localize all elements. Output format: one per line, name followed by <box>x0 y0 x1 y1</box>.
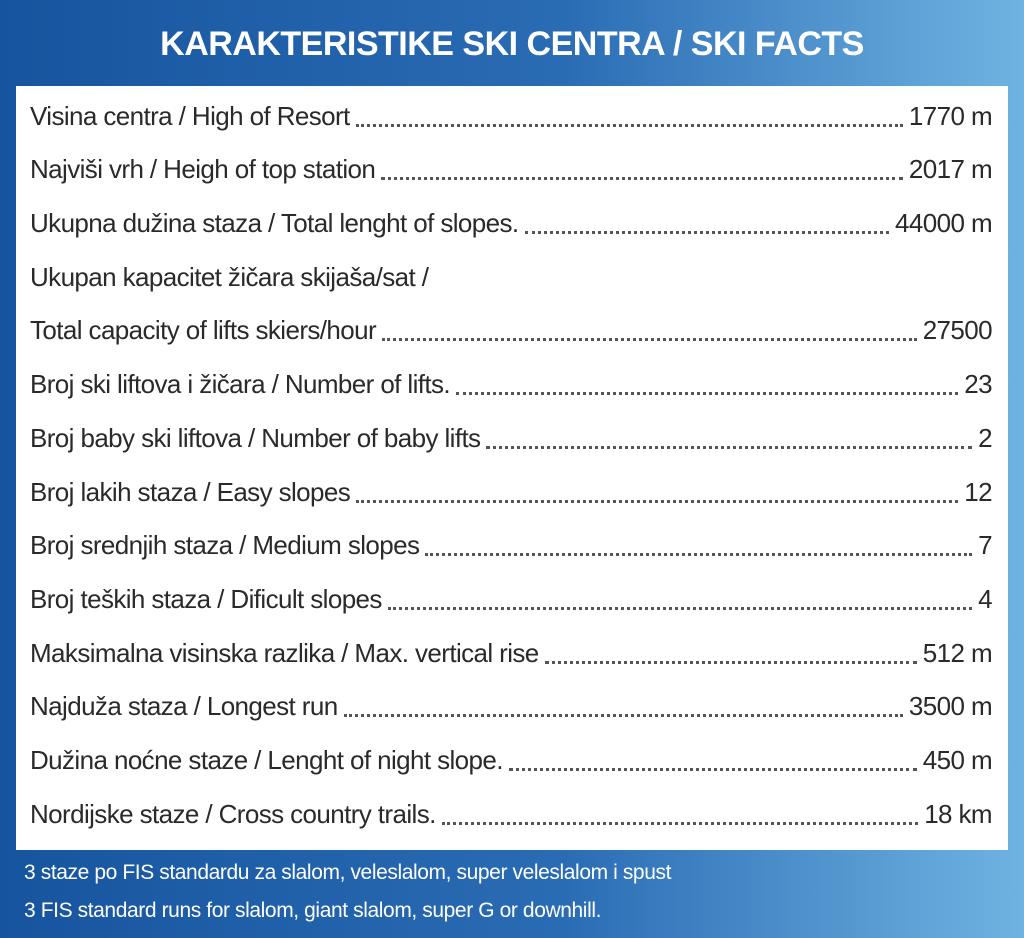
fact-label: Total capacity of lifts skiers/hour <box>30 315 377 346</box>
fact-row: Broj baby ski liftova / Number of baby l… <box>30 412 993 466</box>
fact-label: Ukupna dužina staza / Total lenght of sl… <box>30 208 519 239</box>
fact-row: Broj teških staza / Dificult slopes 4 <box>30 573 993 627</box>
fact-value: 3500 m <box>908 691 993 722</box>
leader-dots <box>441 821 919 825</box>
fact-row: Total capacity of lifts skiers/hour 27500 <box>30 305 993 359</box>
fact-row: Ukupan kapacitet žičara skijaša/sat / <box>30 251 992 305</box>
leader-dots <box>355 123 903 127</box>
footer: 3 staze po FIS standardu za slalom, vele… <box>24 854 671 930</box>
facts-table: Visina centra / High of Resort 1770 m Najv… <box>16 86 1008 850</box>
fact-value: 27500 <box>922 315 993 346</box>
fact-row: Maksimalna visinska razlika / Max. verti… <box>30 627 993 681</box>
fact-row: Nordijske staze / Cross country trails. 1… <box>30 788 993 842</box>
fact-label: Maksimalna visinska razlika / Max. verti… <box>30 637 539 668</box>
fact-row: Ukupna dužina staza / Total lenght of sl… <box>30 197 993 251</box>
leader-dots <box>387 606 973 610</box>
fact-value: 23 <box>964 369 992 400</box>
fact-value: 2017 m <box>908 154 993 185</box>
fact-value: 2 <box>978 422 992 453</box>
title: KARAKTERISTIKE SKI CENTRA / SKI FACTS <box>160 25 864 63</box>
fact-row: Najduža staza / Longest run 3500 m <box>30 681 993 735</box>
leader-dots <box>508 767 917 771</box>
fact-label: Visina centra / High of Resort <box>30 100 350 131</box>
leader-dots <box>486 445 973 449</box>
fact-label: Najduža staza / Longest run <box>30 691 338 722</box>
fact-value: 7 <box>978 530 992 561</box>
leader-dots <box>382 338 917 342</box>
fact-label: Broj srednjih staza / Medium slopes <box>30 530 420 561</box>
footer-line: 3 FIS standard runs for slalom, giant sl… <box>24 899 602 922</box>
fact-row: Dužina noćne staze / Lenght of night slo… <box>30 734 993 788</box>
leader-dots <box>356 499 959 503</box>
leader-dots <box>381 177 903 181</box>
footer-line: 3 staze po FIS standardu za slalom, vele… <box>24 861 672 884</box>
fact-label: Broj lakih staza / Easy slopes <box>30 476 351 507</box>
fact-label: Ukupan kapacitet žičara skijaša/sat / <box>30 261 429 292</box>
leader-dots <box>343 714 903 718</box>
fact-value: 512 m <box>922 637 993 668</box>
fact-value: 450 m <box>922 744 993 775</box>
fact-label: Dužina noćne staze / Lenght of night slo… <box>30 744 503 775</box>
fact-row: Broj srednjih staza / Medium slopes 7 <box>30 520 993 574</box>
fact-label: Broj teških staza / Dificult slopes <box>30 583 382 614</box>
leader-dots <box>524 231 890 235</box>
fact-value: 4 <box>978 583 992 614</box>
leader-dots <box>544 660 917 664</box>
leader-dots <box>425 553 973 557</box>
fact-value: 44000 m <box>895 208 993 239</box>
fact-row: Broj ski liftova i žičara / Number of li… <box>30 358 993 412</box>
fact-value: 18 km <box>924 798 992 829</box>
fact-label: Nordijske staze / Cross country trails. <box>30 798 436 829</box>
fact-label: Broj baby ski liftova / Number of baby l… <box>30 422 481 453</box>
fact-value: 12 <box>964 476 992 507</box>
fact-row: Broj lakih staza / Easy slopes 12 <box>30 466 993 520</box>
fact-label: Najviši vrh / Heigh of top station <box>30 154 376 185</box>
fact-row: Najviši vrh / Heigh of top station 2017 m <box>30 144 993 198</box>
leader-dots <box>456 392 959 396</box>
fact-label: Broj ski liftova i žičara / Number of li… <box>30 369 451 400</box>
fact-row: Visina centra / High of Resort 1770 m <box>30 90 993 144</box>
fact-value: 1770 m <box>908 100 993 131</box>
